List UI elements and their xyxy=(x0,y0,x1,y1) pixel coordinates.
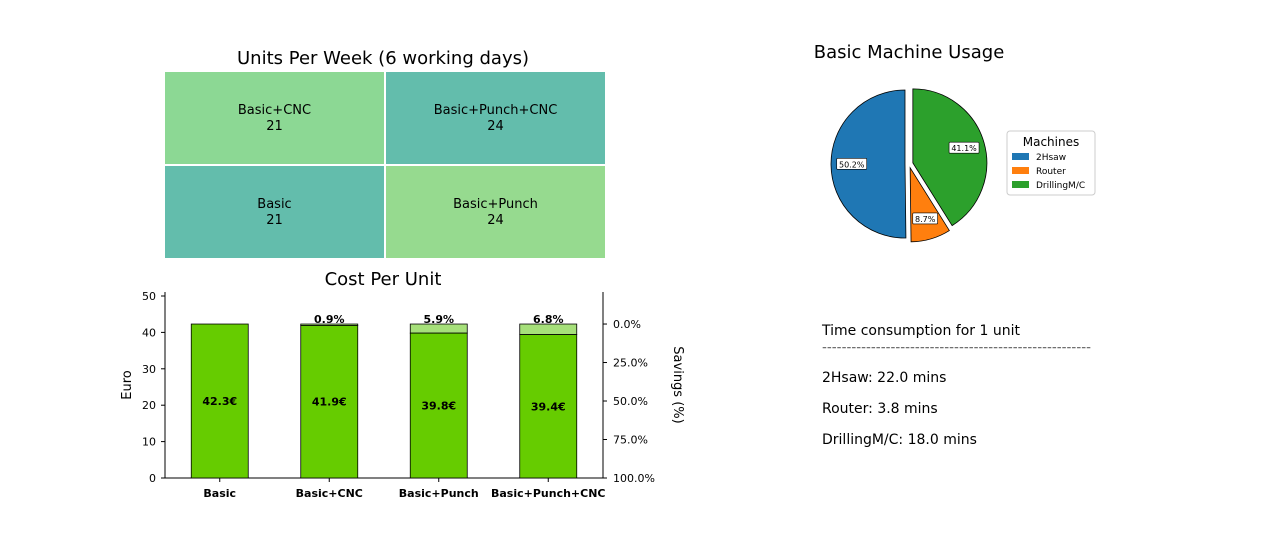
heatmap-cell xyxy=(386,166,605,258)
savings-label: 0.9% xyxy=(314,313,345,326)
heatmap-cell-value: 24 xyxy=(487,119,504,134)
legend-label: DrillingM/C xyxy=(1036,181,1085,191)
heatmap-cell xyxy=(165,72,384,164)
time-consumption-panel: Time consumption for 1 unit ------------… xyxy=(821,323,1091,448)
x-tick-label: Basic+Punch xyxy=(399,487,479,500)
legend-title: Machines xyxy=(1023,135,1079,149)
y2-tick-label: 75.0% xyxy=(613,434,648,447)
pie-label-box xyxy=(836,158,868,170)
heatmap-cell-label: Basic xyxy=(257,197,291,212)
y2-tick-label: 100.0% xyxy=(613,472,655,485)
bar-marks: 42.3€ Basic 41.9€ 0.9% Basic+CNC 39.8€ 5.9% Bas… xyxy=(190,313,606,500)
bar-chart-title: Cost Per Unit xyxy=(325,269,442,290)
pie-legend: Machines 2Hsaw Router DrillingM/C xyxy=(1006,130,1096,196)
pie-pct-label: 8.7% xyxy=(915,215,936,224)
y-axis-label: Euro xyxy=(120,370,135,400)
y2-tick-label: 0.0% xyxy=(613,318,641,331)
legend-label: 2Hsaw xyxy=(1036,153,1066,163)
y-ticks: 0 10 20 30 40 50 xyxy=(142,290,165,485)
pie-pct-label: 50.2% xyxy=(839,160,865,169)
pie-pct-label: 41.1% xyxy=(951,144,977,153)
x-tick-label: Basic xyxy=(203,487,236,500)
cost-bar xyxy=(300,325,359,479)
y-tick-label: 0 xyxy=(149,472,156,485)
machine-pie-chart: Basic Machine Usage 50.2% 8.7% 41.1% Machi… xyxy=(814,42,1096,243)
heatmap-cell-label: Basic+Punch xyxy=(453,197,538,212)
heatmap-cell-label: Basic+CNC xyxy=(238,103,311,118)
y2-ticks: 0.0% 25.0% 50.0% 75.0% 100.0% xyxy=(603,318,655,485)
legend-items: 2Hsaw Router DrillingM/C xyxy=(1012,153,1085,191)
heatmap-title: Units Per Week (6 working days) xyxy=(237,48,529,69)
legend-frame xyxy=(1006,130,1096,196)
y-tick-label: 50 xyxy=(142,290,156,303)
x-tick-label: Basic+Punch+CNC xyxy=(491,487,606,500)
pie-slices: 50.2% 8.7% 41.1% xyxy=(830,88,988,243)
cost-bar xyxy=(190,323,249,479)
heatmap-cell-value: 24 xyxy=(487,213,504,228)
y-tick-label: 40 xyxy=(142,326,156,339)
heatmap-cell xyxy=(386,72,605,164)
legend-swatch xyxy=(1012,167,1029,174)
cost-bar xyxy=(409,332,468,479)
time-divider: ----------------------------------------… xyxy=(822,343,1091,353)
y-tick-label: 20 xyxy=(142,399,156,412)
cost-bar xyxy=(519,334,578,479)
legend-label: Router xyxy=(1036,167,1066,177)
pie-label-box xyxy=(912,212,938,225)
heatmap-cell-value: 21 xyxy=(266,119,283,134)
heatmap-cell xyxy=(165,166,384,258)
legend-swatch xyxy=(1012,153,1029,160)
time-line-drilling: DrillingM/C: 18.0 mins xyxy=(822,432,977,448)
x-tick-label: Basic+CNC xyxy=(296,487,363,500)
pie-slice xyxy=(830,89,907,239)
cost-bar-label: 39.4€ xyxy=(531,400,566,413)
legend-swatch xyxy=(1012,181,1029,188)
savings-label: 5.9% xyxy=(423,313,454,326)
y2-tick-label: 25.0% xyxy=(613,357,648,370)
heatmap-cells: Basic+CNC21Basic+Punch+CNC24Basic21Basic… xyxy=(165,72,605,258)
pie-label-box xyxy=(948,141,980,154)
pie-title: Basic Machine Usage xyxy=(814,42,1005,63)
units-heatmap: Units Per Week (6 working days) Basic+CN… xyxy=(165,48,605,258)
cost-bar-chart: Cost Per Unit 0 10 20 30 40 50 0.0% 25.0% 50.0%… xyxy=(120,269,685,500)
heatmap-cell-label: Basic+Punch+CNC xyxy=(434,103,558,118)
pie-slice xyxy=(912,88,988,227)
y-tick-label: 10 xyxy=(142,436,156,449)
savings-label: 6.8% xyxy=(533,313,564,326)
y2-tick-label: 50.0% xyxy=(613,395,648,408)
time-line-router: Router: 3.8 mins xyxy=(822,401,938,417)
y-tick-label: 30 xyxy=(142,363,156,376)
time-heading: Time consumption for 1 unit xyxy=(821,323,1021,339)
cost-bar-label: 41.9€ xyxy=(312,396,347,409)
cost-bar-label: 42.3€ xyxy=(202,395,237,408)
cost-bar-label: 39.8€ xyxy=(421,400,456,413)
y2-axis-label: Savings (%) xyxy=(670,346,685,423)
time-line-2hsaw: 2Hsaw: 22.0 mins xyxy=(822,370,946,386)
heatmap-cell-value: 21 xyxy=(266,213,283,228)
